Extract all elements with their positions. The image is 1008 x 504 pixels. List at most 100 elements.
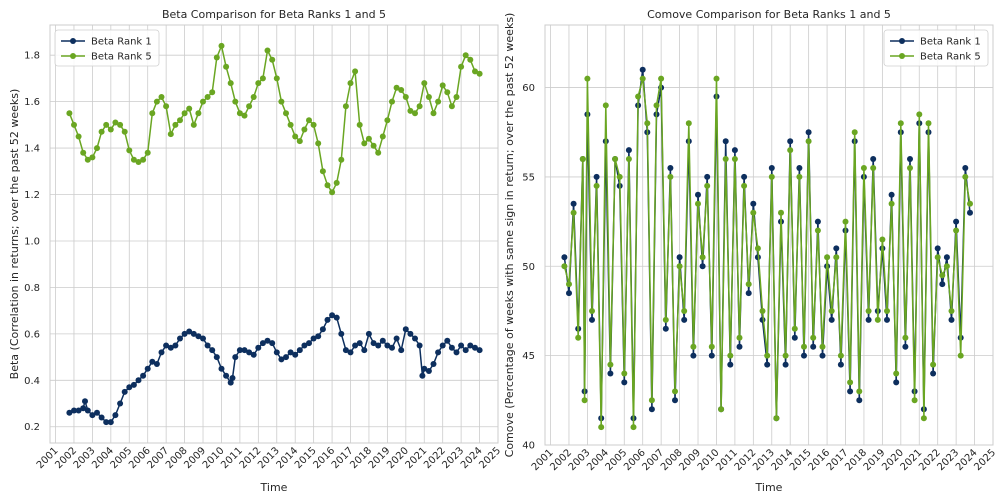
data-point (893, 370, 900, 377)
data-point (467, 56, 474, 63)
data-point (121, 388, 128, 395)
data-point (676, 263, 683, 270)
data-point (439, 342, 446, 349)
data-point (672, 397, 678, 404)
data-point (453, 349, 460, 356)
data-point (934, 245, 941, 252)
y-tick-label: 55 (522, 172, 535, 183)
data-point (764, 352, 771, 359)
data-point (561, 254, 568, 261)
data-point (943, 263, 950, 270)
data-point (213, 354, 220, 361)
y-tick-label: 0.8 (24, 283, 40, 294)
data-point (916, 111, 923, 118)
data-point (833, 254, 840, 261)
data-point (695, 200, 701, 207)
data-point (153, 98, 160, 105)
data-point (209, 347, 216, 354)
data-point (444, 89, 451, 96)
data-point (713, 75, 720, 82)
data-point (338, 156, 345, 163)
data-point (602, 102, 609, 109)
y-tick-label: 0.6 (24, 329, 40, 340)
data-point (616, 173, 623, 180)
data-point (439, 82, 446, 89)
data-point (695, 191, 701, 198)
legend-box (883, 29, 989, 67)
y-axis-label: Beta (Correlation in returns; over the p… (8, 89, 21, 380)
data-point (736, 343, 743, 350)
data-point (658, 75, 665, 82)
data-point (648, 406, 655, 413)
data-point (718, 406, 725, 413)
data-point (407, 330, 414, 337)
x-axis-label: Time (755, 481, 783, 494)
data-point (370, 142, 377, 149)
data-point (398, 87, 405, 93)
data-point (66, 110, 73, 117)
data-point (787, 138, 794, 145)
data-point (167, 344, 174, 351)
data-point (103, 121, 110, 128)
data-point (672, 388, 678, 395)
legend-box (54, 29, 160, 67)
data-point (768, 173, 775, 180)
data-point (419, 372, 426, 379)
data-point (296, 347, 303, 354)
data-point (82, 398, 88, 405)
data-point (805, 138, 812, 145)
legend: Beta Rank 1 Beta Rank 5 (883, 29, 989, 67)
data-point (570, 200, 577, 207)
data-point (103, 419, 110, 426)
data-point (741, 173, 748, 180)
data-point (269, 56, 276, 63)
data-point (200, 335, 206, 342)
data-point (352, 342, 359, 349)
data-point (847, 388, 854, 395)
data-point (250, 94, 257, 100)
data-point (824, 254, 831, 261)
data-point (98, 128, 105, 135)
data-point (607, 370, 614, 377)
data-point (84, 407, 91, 414)
data-point (750, 200, 757, 207)
chart-title: Comove Comparison for Beta Ranks 1 and 5 (647, 8, 891, 21)
data-point (204, 342, 211, 349)
data-point (273, 75, 280, 82)
data-point (421, 365, 428, 372)
data-point (814, 218, 821, 225)
data-point (902, 343, 909, 350)
data-point (561, 263, 568, 270)
y-tick-label: 1.4 (24, 144, 40, 155)
data-point (444, 337, 451, 344)
data-point (94, 145, 100, 152)
legend-marker (70, 38, 76, 44)
data-point (911, 397, 918, 404)
data-point (787, 147, 794, 154)
data-point (306, 340, 312, 347)
data-point (870, 165, 877, 171)
data-point (690, 352, 697, 359)
data-point (352, 68, 359, 75)
data-point (246, 349, 253, 356)
data-point (140, 156, 147, 163)
data-point (310, 121, 317, 128)
data-point (598, 424, 605, 431)
data-point (593, 173, 600, 180)
data-point (676, 254, 683, 261)
data-point (930, 361, 937, 368)
legend: Beta Rank 1 Beta Rank 5 (54, 29, 160, 67)
data-point (292, 133, 299, 140)
y-tick-label: 1.8 (24, 51, 40, 62)
data-point (356, 340, 363, 347)
y-tick-label: 1.2 (24, 190, 40, 201)
data-point (453, 94, 460, 100)
data-point (287, 121, 294, 128)
series-line (563, 78, 971, 428)
data-point (107, 419, 114, 426)
data-point (338, 330, 345, 337)
data-point (389, 98, 395, 105)
data-point (621, 370, 628, 377)
data-point (764, 361, 771, 368)
data-point (814, 227, 821, 234)
